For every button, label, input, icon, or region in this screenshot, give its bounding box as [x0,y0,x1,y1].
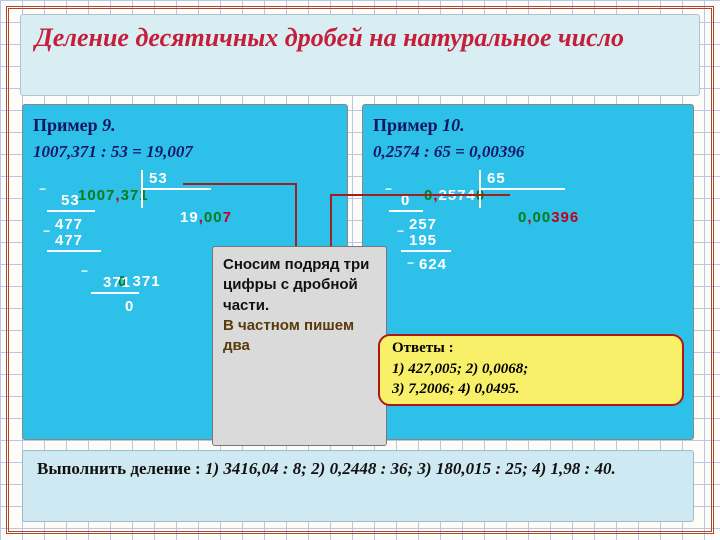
note-box: Сносим подряд три цифры с дробной части.… [212,246,387,446]
ld9-minus-2: − [43,224,50,238]
answers-label-text: Ответы : [392,340,454,356]
example-9-equation: 1007,371 : 53 = 19,007 [33,142,337,162]
ld10-l2 [401,250,451,252]
ld10-q2: 00 [533,209,552,226]
ld9-l2 [47,250,101,252]
callout-line-left-v [295,183,297,247]
ld9-s1: 53 [61,192,80,209]
example-10-heading: Пример 10. [373,115,683,136]
note-part1: Сносим подряд три цифры с дробной части. [223,255,376,316]
task-items: 1) 3416,04 : 8; 2) 0,2448 : 36; 3) 180,0… [205,459,616,478]
title-text: Деление десятичных дробей на натуральное… [35,23,624,52]
ld9-hbar [141,188,211,190]
ld10-s2: 257 [409,216,437,233]
page-title: Деление десятичных дробей на натуральное… [20,14,700,96]
ld10-quotient: 0,00396 [487,192,579,243]
ld10-s3: 195 [409,232,437,249]
note-part2: В частном пишем два [223,316,376,357]
callout-line-left-h [183,183,296,185]
ld10-q1: 0 [518,209,527,226]
ld9-minus-1: − [39,182,46,196]
ld10-hbar [479,188,565,190]
ld9-quotient: 19,007 [149,192,232,243]
example-number: 9. [102,115,116,135]
example-number-10: 10. [442,115,465,135]
ld10-s4: 624 [419,256,447,273]
ld9-s2: 477 [55,216,83,233]
answers-label: Ответы : [392,340,670,357]
ld9-q1: 19 [180,209,199,226]
callout-line-right-h [330,194,510,196]
task-box: Выполнить деление : 1) 3416,04 : 8; 2) 0… [22,450,694,522]
ld9-l1 [47,210,95,212]
example-label: Пример [33,115,98,135]
ld9-s5: 371 [103,274,131,291]
ld9-bring: 371 [133,273,161,290]
ld10-minus-3: − [407,256,414,270]
answers-box: Ответы : 1) 427,005; 2) 0,0068; 3) 7,200… [378,334,684,406]
ld10-q3: 396 [551,209,579,226]
ld10-divisor: 65 [487,170,506,187]
ld9-s3: 477 [55,232,83,249]
ld9-l3 [91,292,139,294]
ld9-q2: 00 [204,209,223,226]
example-10-equation: 0,2574 : 65 = 0,00396 [373,142,683,162]
ld10-minus-2: − [397,224,404,238]
ld9-q3: 7 [223,209,232,226]
example-label-10: Пример [373,115,438,135]
ld9-final: 0 [125,298,134,315]
task-label: Выполнить деление : [37,459,201,478]
ld9-div-int: 1007 [78,187,115,204]
example-9-heading: Пример 9. [33,115,337,136]
ld10-l1 [389,210,423,212]
answers-line1: 1) 427,005; 2) 0,0068; [392,359,670,379]
ld9-divisor: 53 [149,170,168,187]
answers-line2: 3) 7,2006; 4) 0,0495. [392,379,670,399]
ld9-minus-3: − [81,264,88,278]
answers-values: 1) 427,005; 2) 0,0068; 3) 7,2006; 4) 0,0… [392,359,670,400]
callout-line-right-v [330,194,332,247]
